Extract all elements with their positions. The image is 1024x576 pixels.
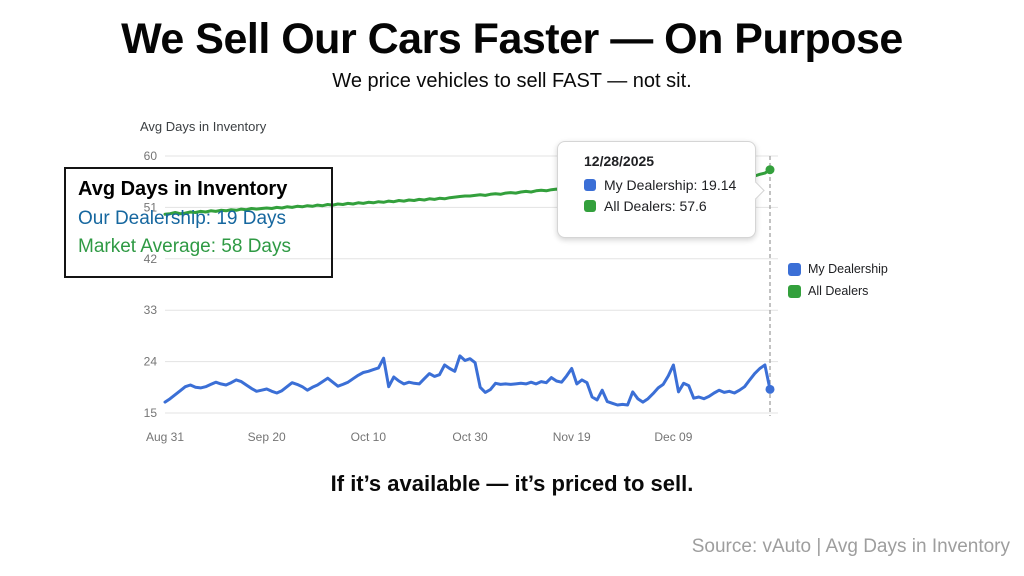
page-title: We Sell Our Cars Faster — On Purpose: [121, 15, 903, 63]
legend-item-my-dealership[interactable]: My Dealership: [788, 262, 888, 276]
y-tick-label: 42: [144, 252, 158, 266]
x-tick-label: Nov 19: [553, 430, 591, 444]
callout-market-line: Market Average: 58 Days: [78, 236, 291, 257]
series-line-my-dealership: [163, 354, 772, 407]
series-endpoint-all-dealers: [765, 165, 775, 175]
legend-label: My Dealership: [808, 262, 888, 276]
y-tick-label: 51: [144, 200, 158, 214]
callout-title: Avg Days in Inventory: [78, 178, 288, 200]
tagline: If it’s available — it’s priced to sell.: [330, 471, 694, 496]
chart-tooltip: 12/28/2025 My Dealership: 19.14 All Deal…: [557, 141, 765, 238]
series-endpoint-my-dealership: [765, 384, 775, 394]
x-tick-label: Sep 20: [248, 430, 286, 444]
page-subtitle: We price vehicles to sell FAST — not sit…: [332, 70, 692, 92]
y-tick-label: 33: [144, 303, 158, 317]
tooltip-row-my-dealership: My Dealership: 19.14: [584, 177, 741, 193]
chart-title: Avg Days in Inventory: [140, 119, 267, 134]
my-dealership-swatch-icon: [584, 179, 596, 191]
y-tick-label: 60: [144, 149, 158, 163]
x-tick-label: Aug 31: [146, 430, 184, 444]
my-dealership-swatch-icon: [788, 262, 801, 276]
tooltip-date: 12/28/2025: [584, 153, 655, 169]
tooltip-all-dealers-value: All Dealers: 57.6: [604, 198, 707, 214]
source-attribution: Source: vAuto | Avg Days in Inventory: [691, 536, 1010, 557]
x-tick-label: Dec 09: [654, 430, 692, 444]
all-dealers-swatch-icon: [584, 200, 596, 212]
tooltip-my-dealership-value: My Dealership: 19.14: [604, 177, 737, 193]
x-tick-label: Oct 10: [351, 430, 387, 444]
tooltip-row-all-dealers: All Dealers: 57.6: [584, 198, 741, 214]
y-tick-label: 15: [144, 406, 158, 420]
legend-label: All Dealers: [808, 284, 869, 298]
chart-legend: My Dealership All Dealers: [788, 262, 888, 306]
y-tick-label: 24: [144, 355, 158, 369]
x-tick-label: Oct 30: [452, 430, 488, 444]
legend-item-all-dealers[interactable]: All Dealers: [788, 284, 888, 298]
all-dealers-swatch-icon: [788, 284, 801, 298]
callout-dealership-line: Our Dealership: 19 Days: [78, 208, 287, 229]
summary-callout: Avg Days in Inventory Our Dealership: 19…: [64, 167, 333, 278]
